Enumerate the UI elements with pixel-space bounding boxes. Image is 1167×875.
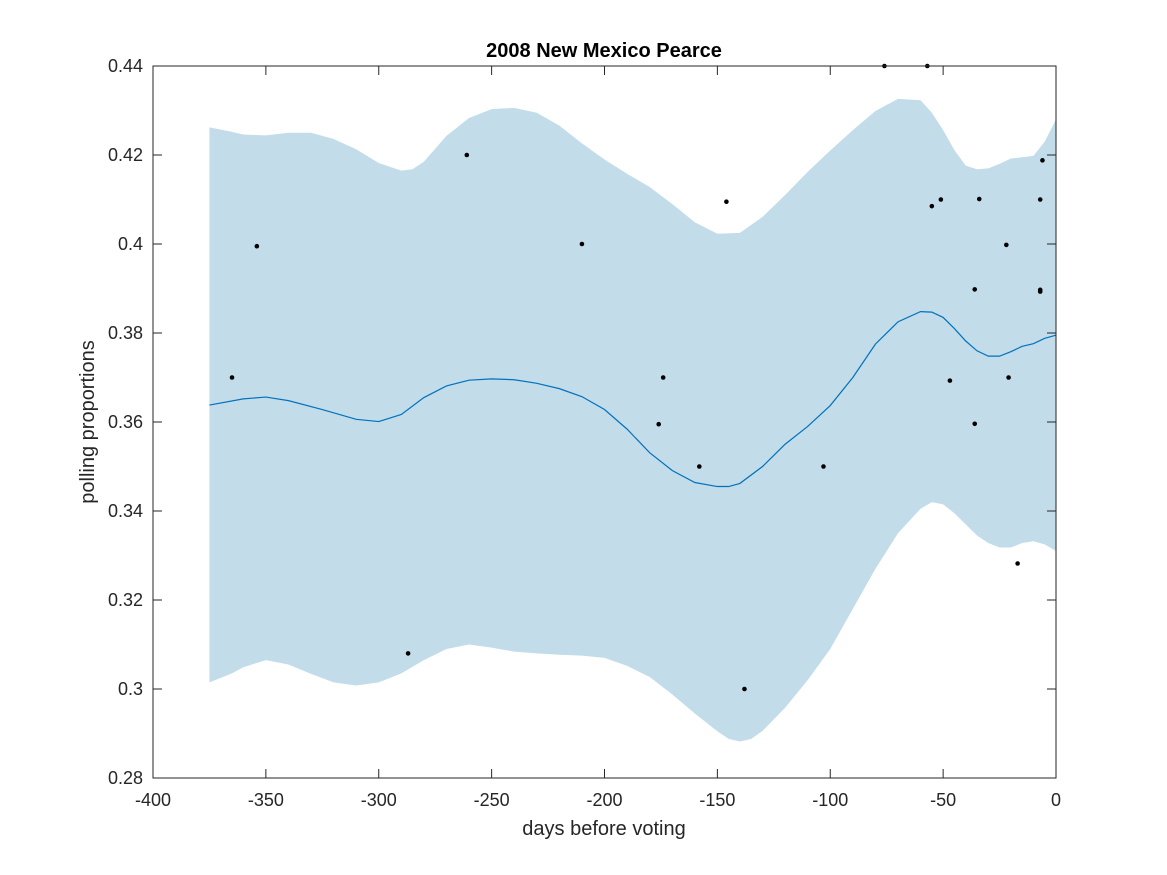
data-point: [697, 464, 702, 469]
y-tick-label: 0.36: [108, 412, 143, 432]
data-point: [229, 375, 235, 380]
y-tick-label: 0.3: [118, 679, 143, 699]
data-point: [972, 421, 978, 427]
x-tick-label: -400: [135, 790, 171, 810]
data-point: [742, 686, 747, 692]
x-tick-label: -150: [699, 790, 735, 810]
data-point: [579, 241, 585, 247]
y-tick-label: 0.32: [108, 590, 143, 610]
data-point: [1004, 242, 1009, 248]
data-point: [929, 203, 935, 209]
chart-title: 2008 New Mexico Pearce: [486, 40, 722, 62]
data-point: [660, 375, 666, 380]
data-point: [821, 464, 826, 469]
data-point: [1006, 375, 1011, 380]
data-point: [1040, 158, 1045, 163]
data-point: [405, 651, 411, 656]
data-point: [656, 421, 661, 427]
data-point: [1037, 197, 1043, 202]
data-point: [724, 199, 729, 205]
y-tick-label: 0.28: [108, 768, 143, 788]
data-point: [972, 287, 978, 292]
plot-area: [209, 63, 1057, 742]
data-point: [938, 197, 944, 202]
y-tick-label: 0.44: [108, 56, 143, 76]
y-tick-label: 0.38: [108, 323, 143, 343]
axes: -400 -350 -300 -250 -200 -150 -100 -50 0 0.28 0.3 0…: [108, 56, 1061, 810]
confidence-band: [209, 98, 1056, 742]
data-point: [976, 196, 982, 202]
x-tick-label: 0: [1051, 790, 1061, 810]
data-point: [464, 152, 470, 158]
data-point: [947, 378, 953, 383]
x-axis-label: days before voting: [522, 818, 685, 840]
data-point: [1015, 561, 1020, 566]
x-tick-label: -50: [930, 790, 956, 810]
y-tick-label: 0.4: [118, 234, 143, 254]
data-point: [1037, 289, 1043, 294]
x-tick-label: -300: [361, 790, 397, 810]
x-tick-label: -100: [812, 790, 848, 810]
x-tick-label: -200: [586, 790, 622, 810]
mean-curve: [209, 311, 1057, 488]
x-tick-label: -250: [474, 790, 510, 810]
data-point: [254, 243, 260, 249]
x-tick-label: -350: [248, 790, 284, 810]
y-axis-label: polling proportions: [77, 340, 99, 503]
y-tick-label: 0.42: [108, 145, 143, 165]
y-tick-label: 0.34: [108, 501, 143, 521]
